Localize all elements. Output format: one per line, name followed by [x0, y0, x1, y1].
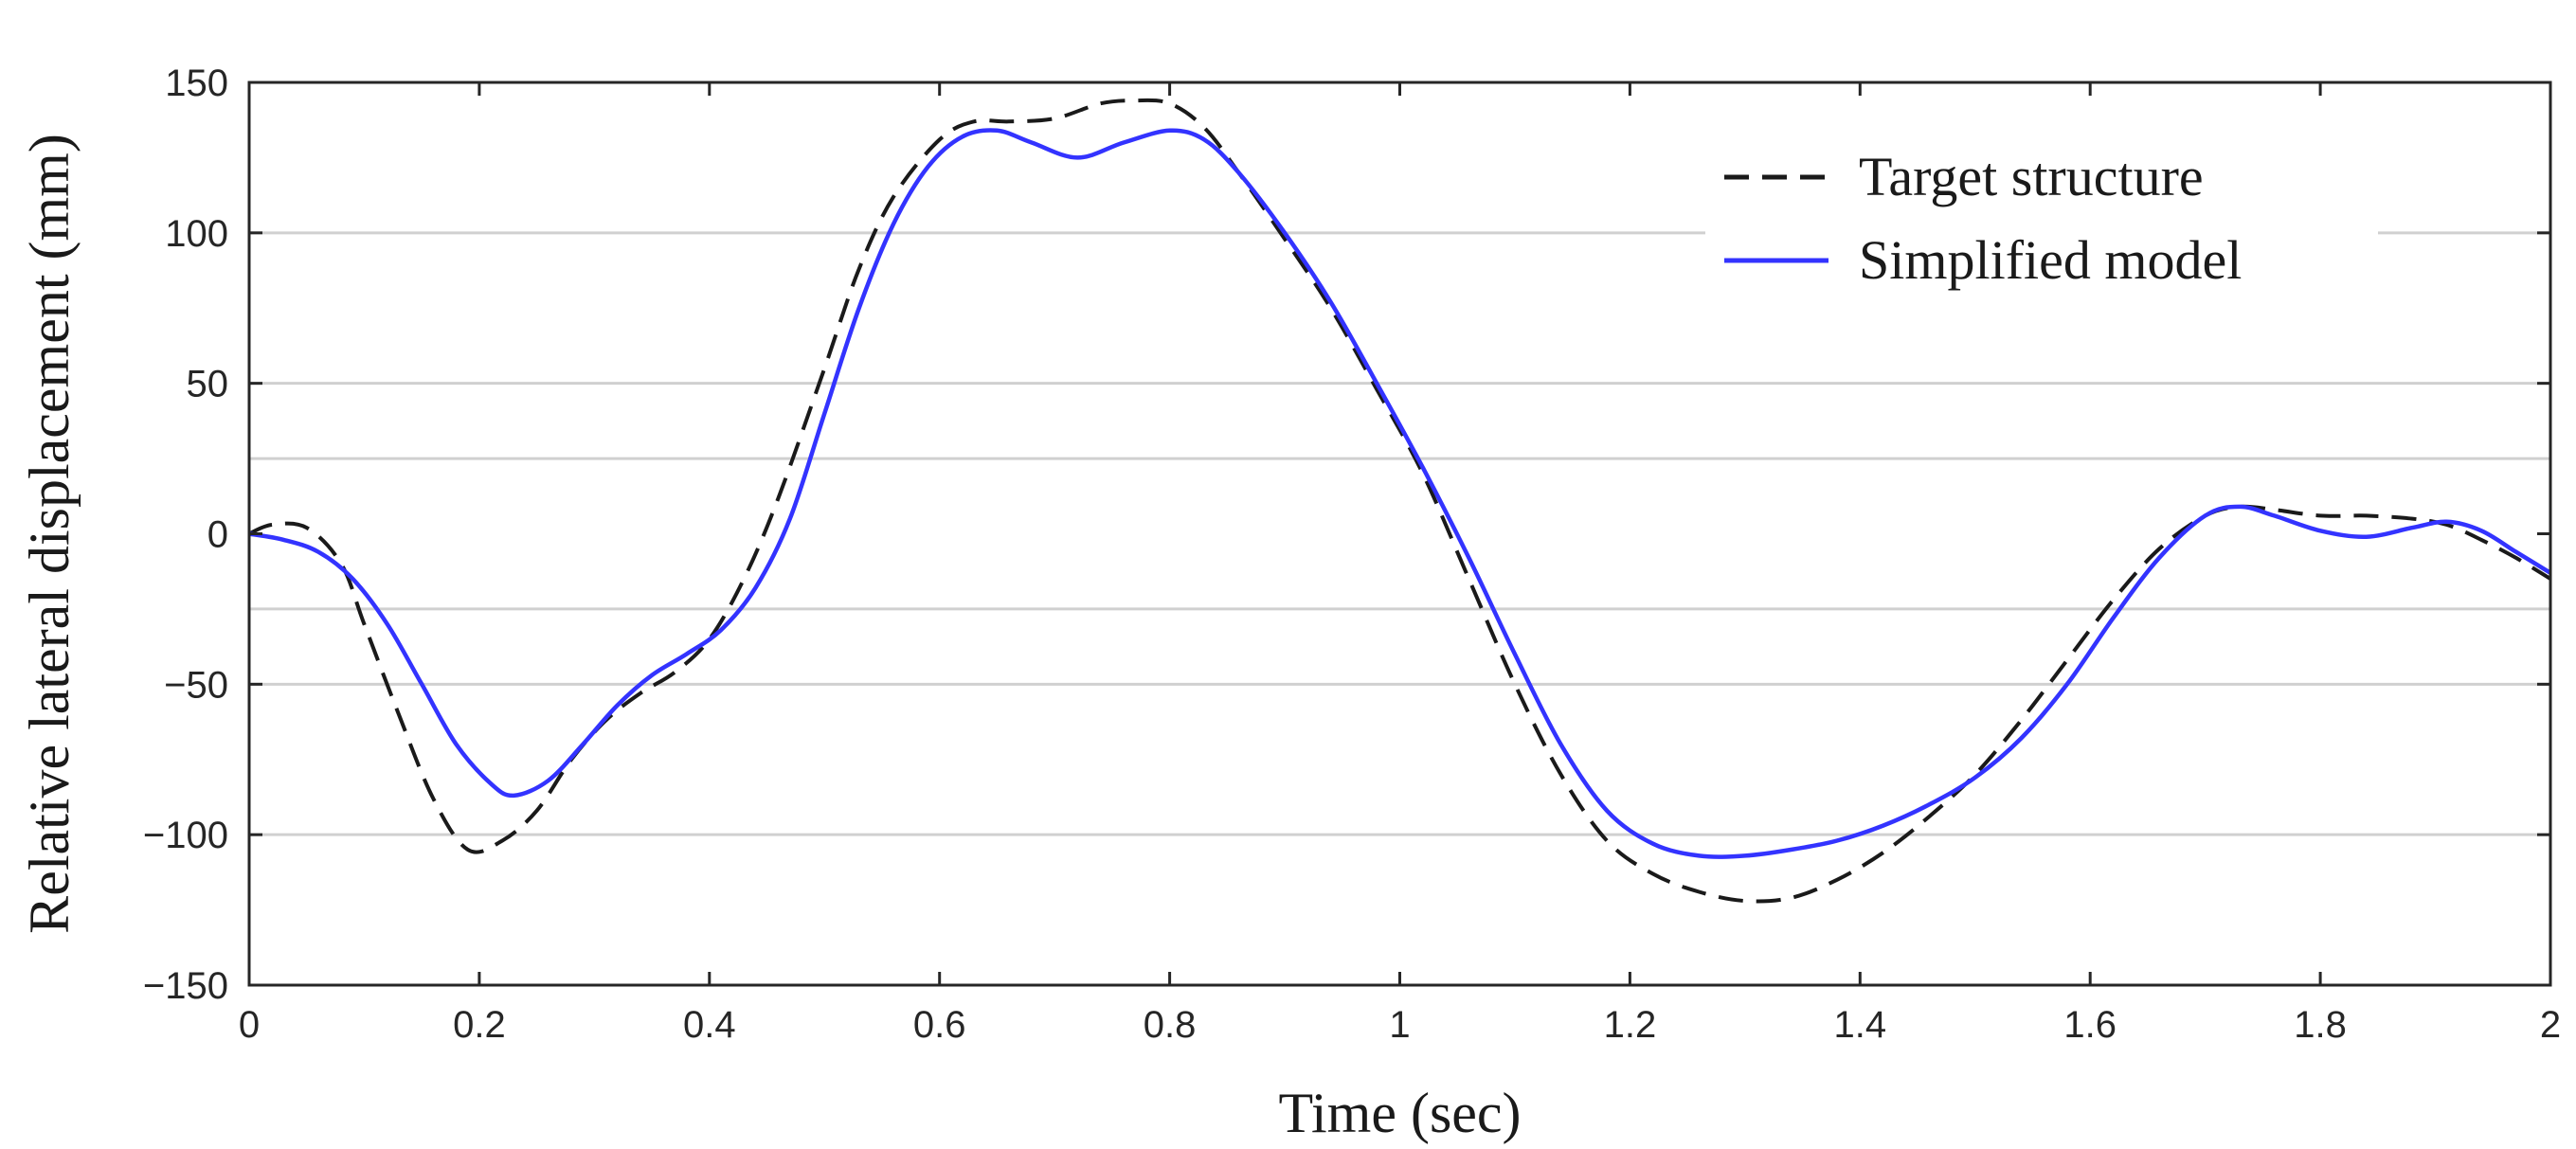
x-tick-label: 1.4: [1833, 1004, 1886, 1046]
legend-background: [1705, 128, 2378, 303]
x-tick-label: 2: [2540, 1004, 2561, 1046]
x-tick-label: 1.8: [2294, 1004, 2347, 1046]
y-axis-title: Relative lateral displacement (mm): [18, 134, 81, 934]
series-layer: [248, 98, 2552, 904]
grid-lines: [249, 231, 2550, 836]
legend: Target structure Simplified model: [1705, 128, 2378, 303]
legend-label-target-structure: Target structure: [1859, 146, 2204, 207]
x-tick-label: 1.2: [1604, 1004, 1657, 1046]
y-tick-label: −50: [164, 664, 228, 706]
x-tick-label: 1.6: [2063, 1004, 2117, 1046]
y-axis-ticks: 150 100 50 0 −50 −100 −150: [143, 63, 2550, 1007]
x-tick-label: 1: [1389, 1004, 1410, 1046]
y-tick-label: 150: [165, 63, 228, 104]
x-tick-label: 0.8: [1144, 1004, 1197, 1046]
y-tick-label: −150: [143, 965, 228, 1007]
x-axis-title: Time (sec): [1278, 1082, 1521, 1144]
y-tick-label: −100: [143, 815, 228, 856]
y-tick-label: 100: [165, 213, 228, 255]
series-line-target-structure: [248, 98, 2552, 904]
x-tick-label: 0.2: [453, 1004, 506, 1046]
x-tick-label: 0.4: [683, 1004, 736, 1046]
x-axis-ticks: 0 0.2 0.4 0.6 0.8 1 1.2 1.4 1.6 1.8 2: [239, 82, 2561, 1046]
y-tick-label: 50: [187, 364, 229, 405]
x-tick-label: 0.6: [913, 1004, 966, 1046]
series-line-simplified-model: [248, 128, 2552, 859]
y-tick-label: 0: [207, 514, 228, 556]
x-tick-label: 0: [239, 1004, 260, 1046]
legend-label-simplified-model: Simplified model: [1859, 229, 2242, 291]
